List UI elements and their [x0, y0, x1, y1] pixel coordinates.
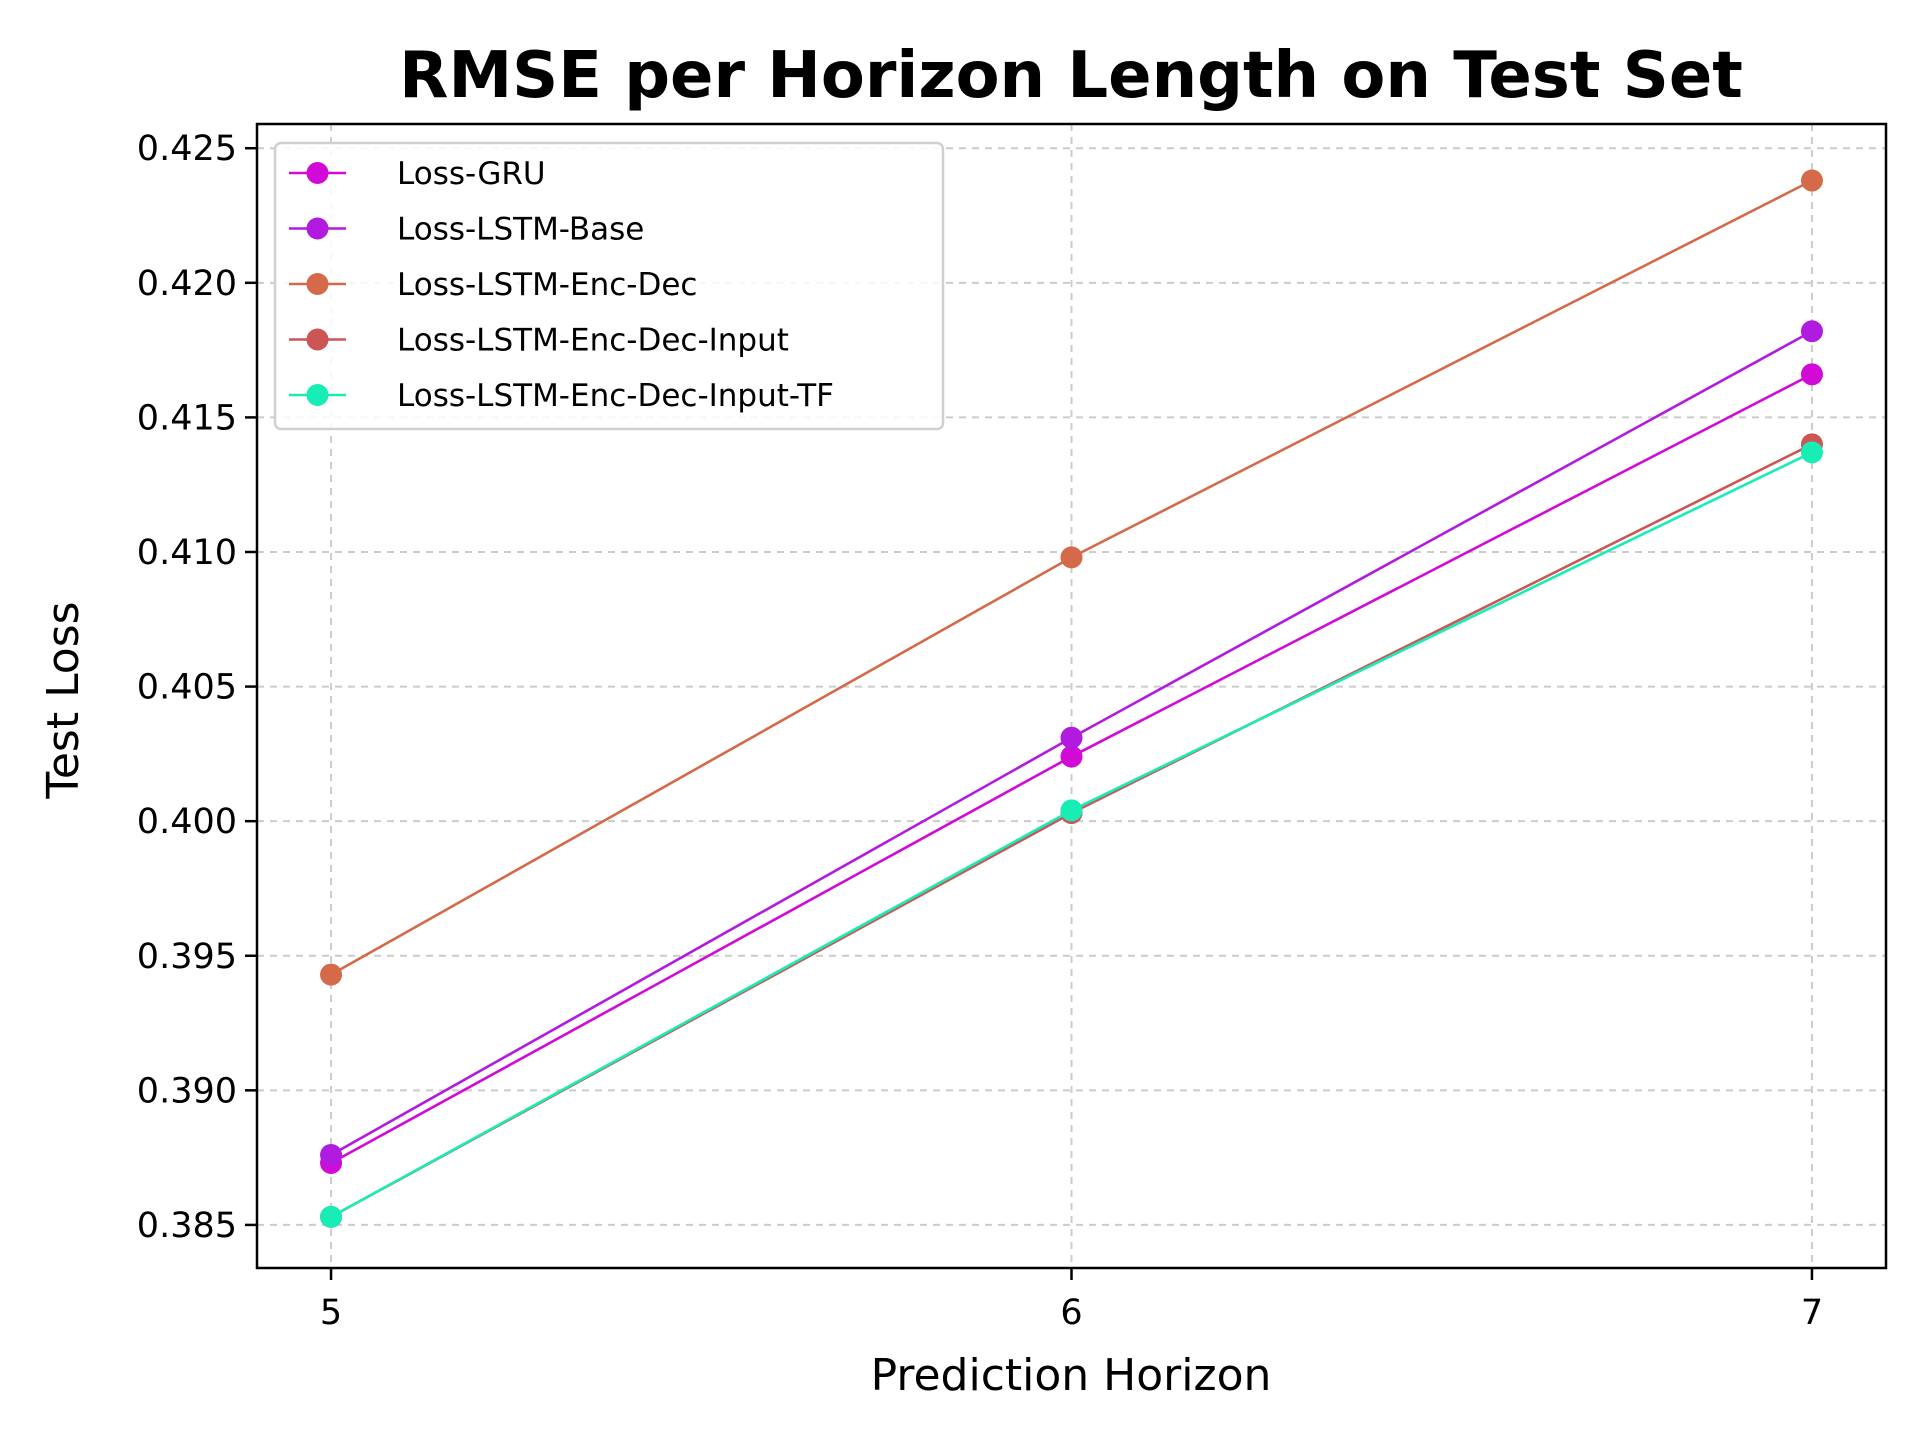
legend-item: Loss-LSTM-Enc-Dec-Input-TF — [289, 378, 834, 414]
series-loss-lstm-enc-dec-input-tf — [320, 441, 1823, 1228]
y-tick-label: 0.410 — [137, 533, 237, 573]
plot-series — [320, 169, 1823, 1228]
data-point — [1800, 363, 1823, 386]
data-point — [1060, 799, 1083, 822]
legend-label: Loss-LSTM-Enc-Dec-Input-TF — [397, 378, 834, 414]
y-axis-label: Test Loss — [38, 601, 89, 799]
series-loss-gru — [320, 363, 1823, 1175]
data-point — [320, 963, 343, 986]
data-point — [320, 1205, 343, 1228]
data-point — [1060, 726, 1083, 749]
y-tick-label: 0.415 — [137, 398, 237, 438]
legend-label: Loss-GRU — [397, 156, 546, 192]
y-tick-label: 0.390 — [137, 1071, 237, 1111]
chart-title: RMSE per Horizon Length on Test Set — [399, 39, 1743, 113]
y-tick-label: 0.420 — [137, 264, 237, 304]
y-tick-label: 0.425 — [137, 129, 237, 169]
legend-marker — [306, 162, 329, 184]
data-point — [1060, 546, 1083, 569]
data-point — [1060, 745, 1083, 768]
series-loss-lstm-enc-dec — [320, 169, 1823, 986]
legend: Loss-GRU Loss-LSTM-Base Loss-LSTM-Enc-Dec L… — [273, 141, 945, 431]
axis-ticks: 5 6 7 0.385 0.390 0.395 0.400 0.405 0.410 0.415 0.… — [137, 129, 1823, 1333]
y-tick-label: 0.395 — [137, 937, 237, 977]
data-point — [320, 1143, 343, 1166]
legend-marker — [306, 273, 329, 295]
x-tick-label: 5 — [320, 1293, 342, 1333]
x-axis-label: Prediction Horizon — [871, 1350, 1272, 1401]
y-tick-label: 0.405 — [137, 668, 237, 708]
x-tick-label: 7 — [1801, 1293, 1823, 1333]
y-tick-label: 0.400 — [137, 802, 237, 842]
legend-label: Loss-LSTM-Enc-Dec-Input — [397, 323, 789, 359]
legend-item: Loss-LSTM-Enc-Dec — [289, 267, 697, 303]
legend-label: Loss-LSTM-Base — [397, 212, 644, 248]
data-point — [1800, 320, 1823, 343]
y-tick-label: 0.385 — [137, 1206, 237, 1246]
legend-box — [273, 141, 945, 431]
grid — [257, 124, 1886, 1268]
x-tick-label: 6 — [1060, 1293, 1082, 1333]
data-point — [1800, 169, 1823, 192]
legend-label: Loss-LSTM-Enc-Dec — [397, 267, 697, 303]
legend-item: Loss-LSTM-Enc-Dec-Input — [289, 323, 789, 359]
data-point — [1800, 441, 1823, 464]
legend-marker — [306, 384, 329, 406]
legend-marker — [306, 217, 329, 240]
legend-item: Loss-GRU — [289, 156, 546, 192]
legend-marker — [306, 328, 329, 351]
legend-item: Loss-LSTM-Base — [289, 212, 644, 248]
series-loss-lstm-base — [320, 320, 1823, 1166]
